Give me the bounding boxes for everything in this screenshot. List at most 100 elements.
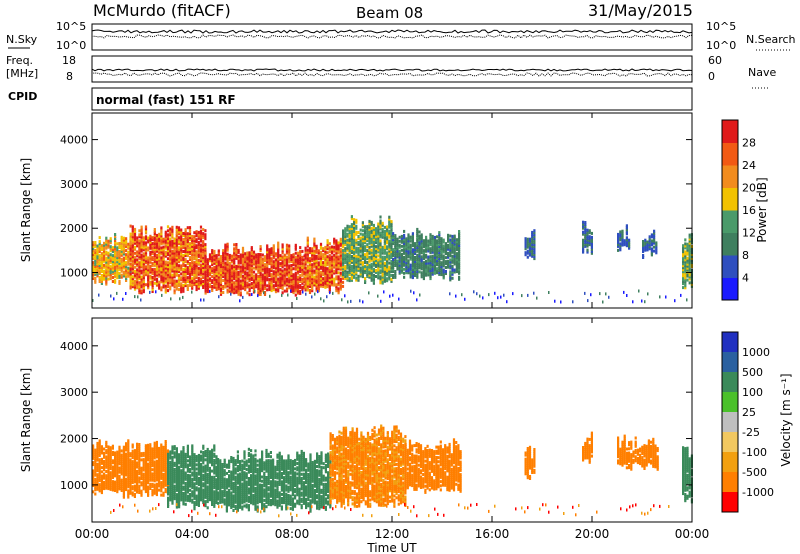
echo-cell <box>392 236 395 240</box>
echo-cell <box>107 259 110 263</box>
echo-cell <box>368 271 371 275</box>
echo-cell <box>436 243 439 247</box>
echo-cell <box>133 461 136 465</box>
echo-cell <box>294 275 297 279</box>
echo-cell <box>313 245 316 249</box>
echo-cell <box>433 241 436 245</box>
echo-cell <box>122 493 125 497</box>
echo-cell <box>226 264 229 268</box>
echo-cell <box>299 286 302 289</box>
echo-cell <box>377 254 380 258</box>
noise-cell <box>281 293 283 297</box>
echo-cell <box>304 286 307 290</box>
echo-cell <box>326 273 329 277</box>
echo-cell <box>381 233 384 237</box>
echo-cell <box>160 286 163 290</box>
echo-cell <box>381 267 384 271</box>
echo-cell <box>379 239 382 243</box>
echo-cell <box>138 243 141 247</box>
echo-cell <box>169 471 172 475</box>
echo-cell <box>429 265 432 269</box>
echo-cell <box>407 253 410 257</box>
echo-cell <box>129 471 132 474</box>
echo-cell <box>151 242 154 246</box>
echo-cell <box>299 260 302 263</box>
echo-cell <box>186 262 189 266</box>
echo-cell <box>277 277 280 281</box>
echo-cell <box>653 233 656 237</box>
echo-cell <box>396 259 399 263</box>
echo-cell <box>458 277 461 281</box>
echo-cell <box>178 482 181 486</box>
echo-cell <box>103 466 106 470</box>
echo-cell <box>383 277 386 281</box>
echo-cell <box>642 250 645 253</box>
echo-cell <box>160 246 163 250</box>
echo-cell <box>311 251 314 255</box>
echo-cell <box>116 479 119 483</box>
echo-cell <box>440 257 443 261</box>
echo-cell <box>301 273 304 277</box>
echo-cell <box>405 237 408 241</box>
echo-cell <box>147 236 150 240</box>
echo-cell <box>111 254 114 258</box>
echo-cell <box>169 239 172 243</box>
echo-cell <box>688 273 691 277</box>
echo-cell <box>136 274 139 278</box>
echo-cell <box>409 265 412 269</box>
echo-cell <box>222 263 225 267</box>
echo-cell <box>266 244 269 248</box>
echo-cell <box>330 265 334 269</box>
echo-cell <box>122 485 125 489</box>
echo-cell <box>158 274 161 278</box>
echo-cell <box>107 263 110 267</box>
echo-cell <box>164 266 167 270</box>
echo-cell <box>160 230 163 234</box>
echo-cell <box>142 284 145 288</box>
echo-cell <box>155 269 159 273</box>
echo-cell <box>246 255 249 259</box>
echo-cell <box>111 469 114 473</box>
echo-cell <box>292 291 295 295</box>
echo-cell <box>144 255 148 259</box>
echo-cell <box>290 258 293 261</box>
echo-cell <box>337 265 340 269</box>
echo-cell <box>105 486 108 490</box>
echo-cell <box>158 246 161 250</box>
echo-cell <box>322 281 325 284</box>
echo-cell <box>160 476 163 480</box>
echo-cell <box>129 240 132 244</box>
echo-cell <box>684 254 687 258</box>
echo-cell <box>94 465 97 469</box>
echo-cell <box>250 282 253 285</box>
echo-cell <box>140 227 143 231</box>
echo-cell <box>131 237 134 241</box>
echo-cell <box>197 250 200 254</box>
echo-cell <box>409 245 412 249</box>
echo-cell <box>277 267 280 271</box>
echo-cell <box>337 255 340 259</box>
echo-cell <box>206 262 209 266</box>
echo-cell <box>414 264 417 267</box>
echo-cell <box>140 283 143 287</box>
echo-cell <box>330 251 334 255</box>
echo-cell <box>372 225 375 229</box>
echo-cell <box>162 261 165 265</box>
echo-cell <box>158 478 161 482</box>
echo-cell <box>584 244 587 248</box>
echo-cell <box>125 486 128 489</box>
echo-cell <box>237 274 240 278</box>
echo-cell <box>366 235 369 239</box>
cpid-panel <box>91 87 693 111</box>
echo-cell <box>355 266 358 270</box>
echo-cell <box>103 468 106 472</box>
echo-cell <box>244 284 247 288</box>
echo-cell <box>348 225 351 229</box>
echo-cell <box>353 218 356 222</box>
echo-cell <box>433 269 436 273</box>
echo-cell <box>337 261 340 265</box>
echo-cell <box>133 463 136 467</box>
echo-cell <box>153 228 156 231</box>
echo-cell <box>92 275 95 278</box>
echo-cell <box>684 238 687 242</box>
